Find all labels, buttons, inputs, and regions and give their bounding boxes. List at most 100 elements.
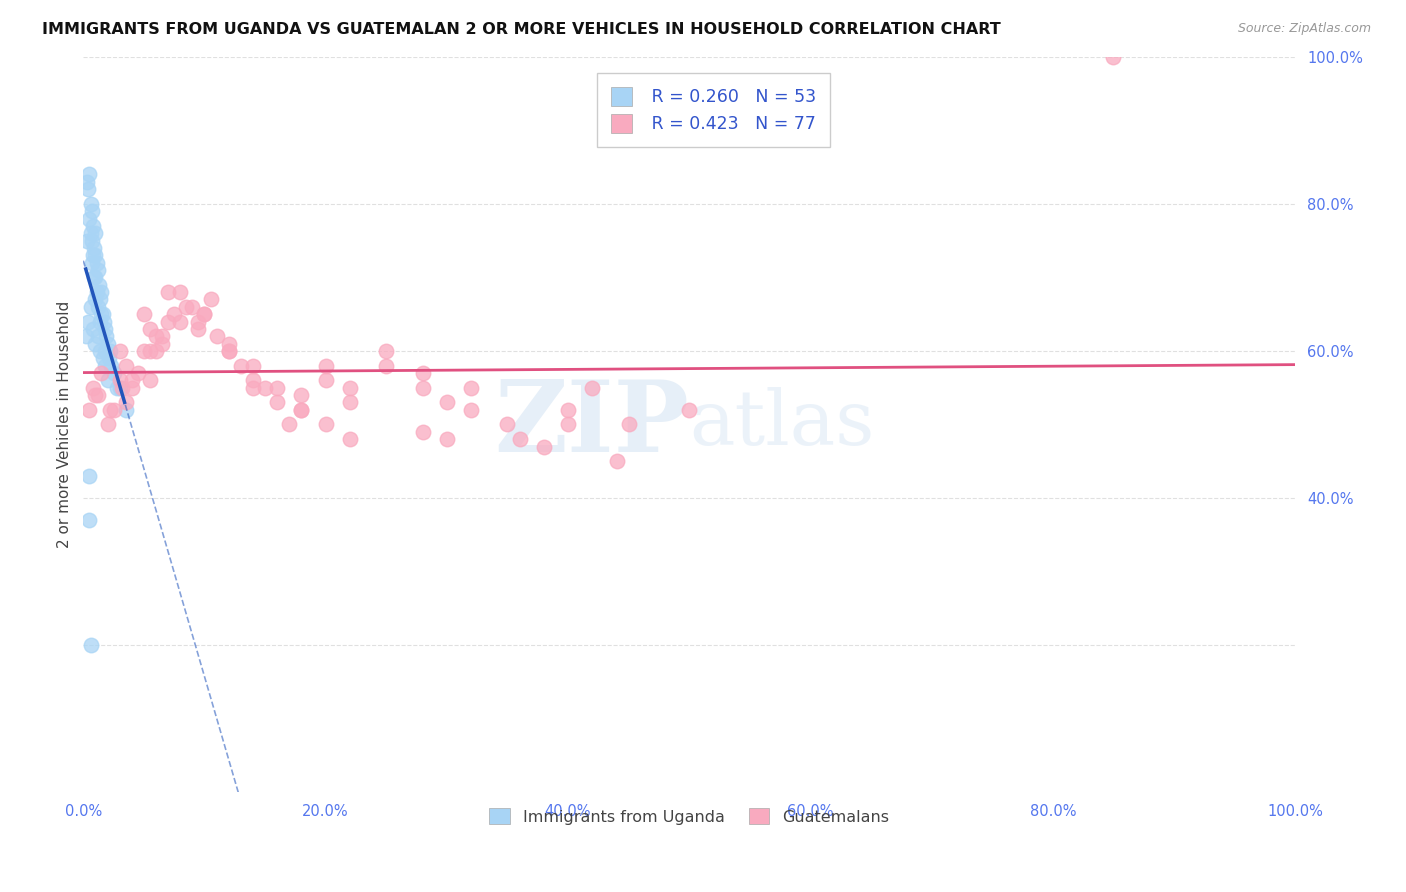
Point	[84, 226, 107, 240]
Y-axis label: 2 or more Vehicles in Household: 2 or more Vehicles in Household	[58, 301, 72, 548]
Point	[84, 270, 107, 285]
Point	[242, 359, 264, 373]
Point	[82, 322, 104, 336]
Point	[169, 285, 191, 299]
Point	[205, 329, 228, 343]
Point	[266, 395, 288, 409]
Point	[98, 402, 121, 417]
Point	[375, 359, 398, 373]
Point	[460, 381, 482, 395]
Point	[176, 300, 198, 314]
Point	[290, 402, 312, 417]
Point	[94, 359, 117, 373]
Point	[200, 293, 222, 307]
Point	[82, 381, 104, 395]
Point	[108, 381, 131, 395]
Point	[96, 329, 118, 343]
Point	[87, 388, 110, 402]
Point	[132, 343, 155, 358]
Text: Source: ZipAtlas.com: Source: ZipAtlas.com	[1237, 22, 1371, 36]
Point	[290, 388, 312, 402]
Point	[218, 343, 240, 358]
Point	[79, 513, 101, 527]
Point	[242, 373, 264, 387]
Point	[82, 248, 104, 262]
Point	[108, 373, 131, 387]
Point	[89, 293, 111, 307]
Point	[108, 343, 131, 358]
Point	[1102, 50, 1125, 64]
Point	[581, 381, 603, 395]
Point	[86, 255, 108, 269]
Point	[96, 373, 118, 387]
Point	[496, 417, 519, 432]
Point	[193, 307, 215, 321]
Point	[169, 314, 191, 328]
Point	[84, 248, 107, 262]
Point	[339, 381, 361, 395]
Point	[90, 366, 112, 380]
Point	[76, 234, 98, 248]
Point	[150, 329, 173, 343]
Point	[83, 270, 105, 285]
Point	[278, 417, 301, 432]
Point	[157, 314, 180, 328]
Point	[87, 300, 110, 314]
Point	[96, 336, 118, 351]
Point	[77, 314, 100, 328]
Point	[412, 381, 434, 395]
Point	[91, 307, 114, 321]
Point	[79, 638, 101, 652]
Point	[93, 314, 115, 328]
Point	[98, 343, 121, 358]
Point	[339, 395, 361, 409]
Point	[100, 359, 122, 373]
Point	[509, 432, 531, 446]
Point	[229, 359, 252, 373]
Point	[218, 336, 240, 351]
Point	[315, 373, 337, 387]
Point	[121, 373, 143, 387]
Point	[617, 417, 640, 432]
Point	[90, 285, 112, 299]
Point	[80, 204, 103, 219]
Point	[242, 381, 264, 395]
Point	[91, 351, 114, 366]
Point	[94, 343, 117, 358]
Point	[114, 359, 136, 373]
Point	[75, 329, 97, 343]
Point	[412, 425, 434, 439]
Point	[89, 314, 111, 328]
Point	[254, 381, 277, 395]
Point	[460, 402, 482, 417]
Point	[436, 395, 458, 409]
Point	[193, 307, 215, 321]
Point	[89, 343, 111, 358]
Point	[315, 359, 337, 373]
Point	[103, 402, 125, 417]
Point	[187, 322, 209, 336]
Point	[557, 417, 579, 432]
Point	[94, 322, 117, 336]
Point	[80, 234, 103, 248]
Point	[121, 381, 143, 395]
Point	[605, 454, 627, 468]
Point	[87, 329, 110, 343]
Point	[82, 219, 104, 233]
Point	[79, 402, 101, 417]
Legend: Immigrants from Uganda, Guatemalans: Immigrants from Uganda, Guatemalans	[478, 797, 900, 836]
Point	[105, 381, 128, 395]
Point	[139, 373, 162, 387]
Point	[80, 255, 103, 269]
Point	[163, 307, 186, 321]
Point	[77, 182, 100, 196]
Point	[114, 395, 136, 409]
Point	[84, 388, 107, 402]
Point	[84, 293, 107, 307]
Point	[87, 263, 110, 277]
Point	[187, 314, 209, 328]
Point	[79, 300, 101, 314]
Point	[111, 381, 134, 395]
Point	[678, 402, 700, 417]
Point	[79, 469, 101, 483]
